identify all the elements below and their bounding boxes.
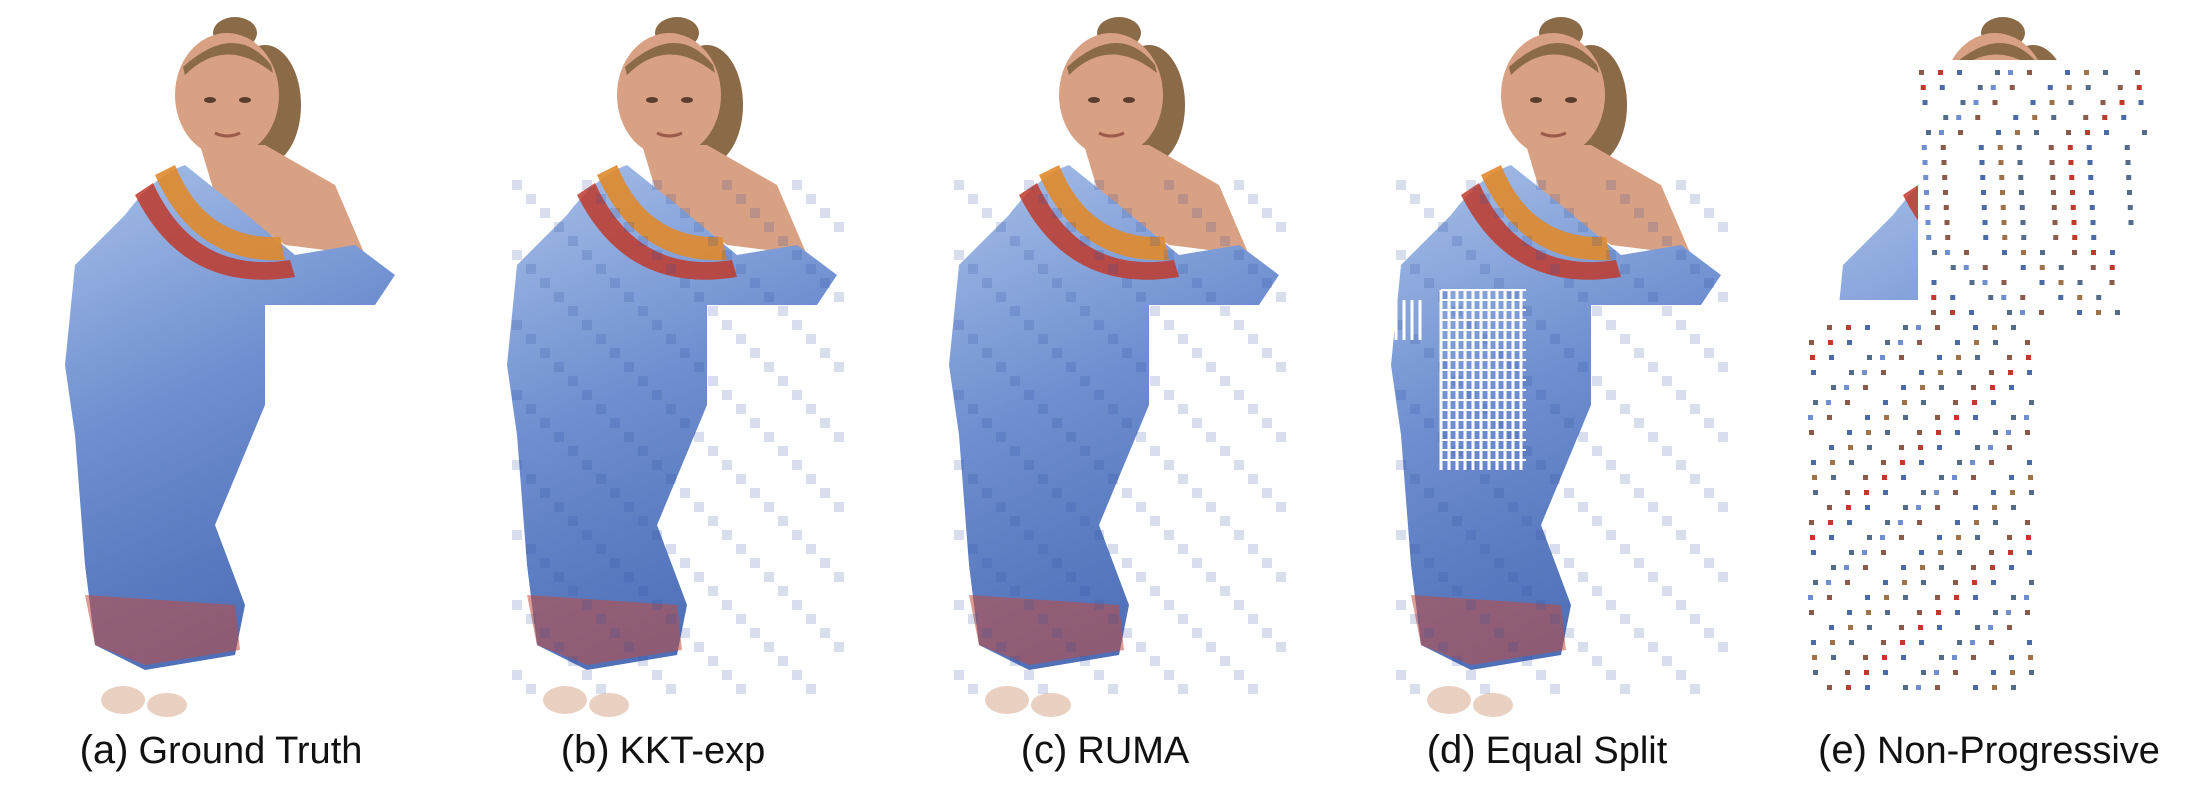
figure-silhouette [65, 17, 395, 717]
equal-split-render [1326, 0, 1768, 720]
caption-label-a: Ground Truth [138, 730, 362, 772]
caption-tag-b: (b) [561, 728, 610, 772]
ground-truth-render [0, 0, 442, 720]
caption-tag-e: (e) [1818, 728, 1867, 772]
caption-label-b: KKT-exp [620, 730, 766, 772]
panel-ruma: (c) RUMA [884, 0, 1326, 796]
caption-ground-truth: (a) Ground Truth [0, 728, 442, 773]
caption-label-d: Equal Split [1486, 730, 1668, 772]
panel-non-progressive: (e) Non-Progressive [1768, 0, 2210, 796]
caption-tag-a: (a) [80, 728, 129, 772]
caption-ruma: (c) RUMA [884, 728, 1326, 773]
caption-label-e: Non-Progressive [1877, 730, 2160, 772]
caption-tag-c: (c) [1021, 728, 1068, 772]
caption-label-c: RUMA [1077, 730, 1189, 772]
caption-tag-d: (d) [1427, 728, 1476, 772]
caption-non-progressive: (e) Non-Progressive [1768, 728, 2210, 773]
panel-ground-truth: (a) Ground Truth [0, 0, 442, 796]
non-progressive-render [1768, 0, 2210, 720]
ruma-render [884, 0, 1326, 720]
panel-equal-split: (d) Equal Split [1326, 0, 1768, 796]
caption-equal-split: (d) Equal Split [1326, 728, 1768, 773]
kkt-exp-render [442, 0, 884, 720]
panel-kkt-exp: (b) KKT-exp [442, 0, 884, 796]
caption-kkt-exp: (b) KKT-exp [442, 728, 884, 773]
